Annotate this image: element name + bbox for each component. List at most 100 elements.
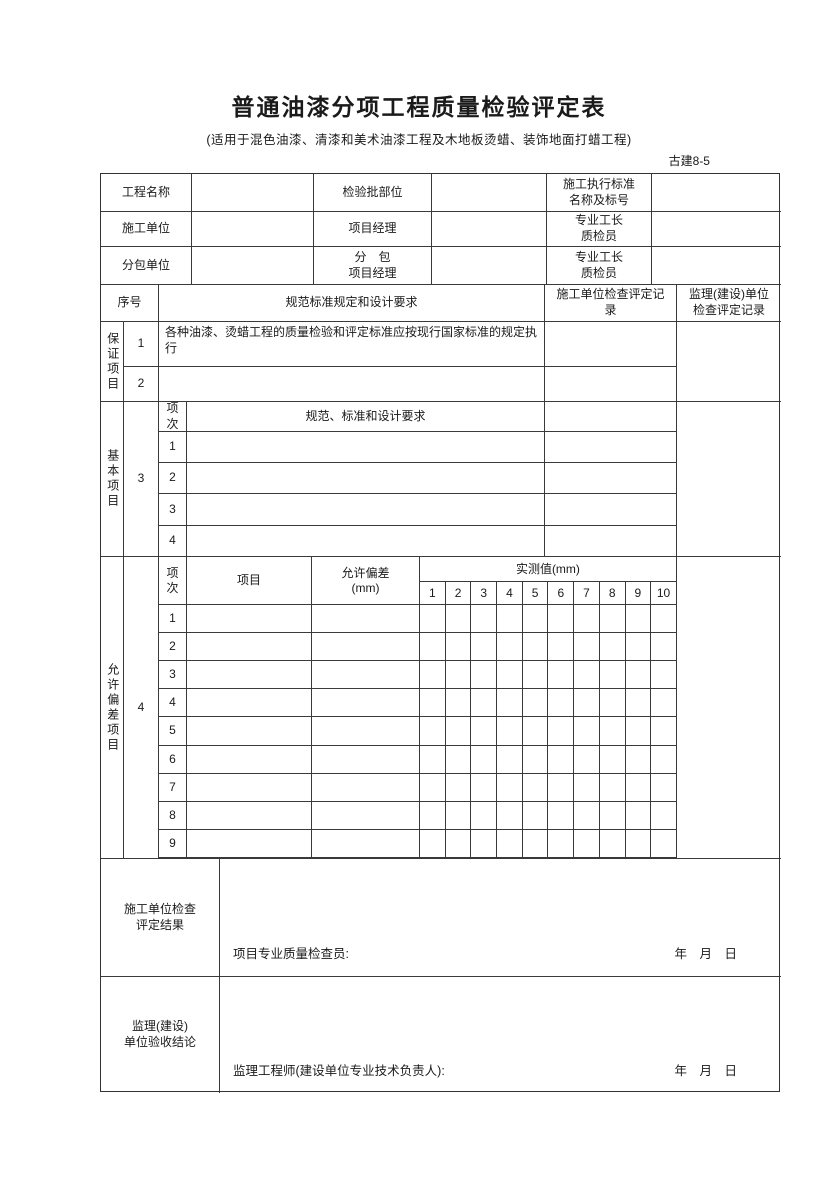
measured-value-cell[interactable] — [419, 688, 446, 718]
measured-value-cell[interactable] — [521, 603, 549, 634]
measured-value-cell[interactable] — [547, 716, 575, 746]
measured-value-cell[interactable] — [624, 716, 652, 746]
measured-value-cell[interactable] — [598, 688, 626, 718]
deviation-item-cell[interactable] — [186, 800, 312, 830]
measured-value-cell[interactable] — [573, 772, 600, 802]
deviation-item-cell[interactable] — [186, 603, 312, 634]
measured-value-cell[interactable] — [598, 716, 626, 746]
basic-row-3-record-cell[interactable] — [544, 493, 676, 525]
measured-value-cell[interactable] — [624, 603, 652, 634]
measured-value-cell[interactable] — [444, 800, 472, 830]
basic-row-2-record-cell[interactable] — [544, 462, 676, 493]
measured-value-cell[interactable] — [547, 688, 575, 718]
measured-value-cell[interactable] — [547, 828, 575, 859]
basic-row-1-content-cell[interactable] — [186, 431, 544, 462]
measured-value-cell[interactable] — [419, 632, 446, 662]
deviation-item-cell[interactable] — [186, 744, 312, 774]
measured-value-cell[interactable] — [521, 632, 549, 662]
measured-value-cell[interactable] — [496, 772, 523, 802]
basic-header-record-cell[interactable] — [544, 401, 676, 431]
measured-value-cell[interactable] — [521, 660, 549, 690]
measured-value-cell[interactable] — [598, 828, 626, 859]
measured-value-cell[interactable] — [624, 800, 652, 830]
measured-value-cell[interactable] — [470, 632, 498, 662]
measured-value-cell[interactable] — [573, 632, 600, 662]
exec-standard-input[interactable] — [651, 174, 781, 211]
measured-value-cell[interactable] — [419, 603, 446, 634]
project-manager-input[interactable] — [431, 211, 546, 246]
measured-value-cell[interactable] — [547, 660, 575, 690]
guarantee-row-2-text-cell[interactable] — [158, 366, 544, 401]
deviation-tolerance-cell[interactable] — [311, 744, 420, 774]
measured-value-cell[interactable] — [573, 603, 600, 634]
measured-value-cell[interactable] — [624, 772, 652, 802]
measured-value-cell[interactable] — [521, 744, 549, 774]
deviation-tolerance-cell[interactable] — [311, 828, 420, 859]
deviation-tolerance-cell[interactable] — [311, 772, 420, 802]
measured-value-cell[interactable] — [470, 744, 498, 774]
basic-row-1-record-cell[interactable] — [544, 431, 676, 462]
measured-value-cell[interactable] — [470, 688, 498, 718]
measured-value-cell[interactable] — [444, 632, 472, 662]
measured-value-cell[interactable] — [650, 632, 677, 662]
measured-value-cell[interactable] — [598, 603, 626, 634]
measured-value-cell[interactable] — [521, 800, 549, 830]
measured-value-cell[interactable] — [444, 603, 472, 634]
deviation-supervisor-record-cell[interactable] — [676, 556, 781, 858]
deviation-item-cell[interactable] — [186, 632, 312, 662]
measured-value-cell[interactable] — [624, 660, 652, 690]
measured-value-cell[interactable] — [444, 828, 472, 859]
basic-row-4-content-cell[interactable] — [186, 525, 544, 556]
measured-value-cell[interactable] — [573, 716, 600, 746]
measured-value-cell[interactable] — [573, 744, 600, 774]
measured-value-cell[interactable] — [496, 800, 523, 830]
measured-value-cell[interactable] — [521, 716, 549, 746]
inspection-batch-input[interactable] — [431, 174, 546, 211]
measured-value-cell[interactable] — [444, 660, 472, 690]
foreman-qc-input-2[interactable] — [651, 246, 781, 284]
measured-value-cell[interactable] — [650, 688, 677, 718]
measured-value-cell[interactable] — [547, 632, 575, 662]
measured-value-cell[interactable] — [470, 660, 498, 690]
project-name-input[interactable] — [191, 174, 313, 211]
measured-value-cell[interactable] — [650, 660, 677, 690]
measured-value-cell[interactable] — [496, 716, 523, 746]
deviation-item-cell[interactable] — [186, 772, 312, 802]
measured-value-cell[interactable] — [573, 828, 600, 859]
measured-value-cell[interactable] — [547, 744, 575, 774]
measured-value-cell[interactable] — [624, 632, 652, 662]
guarantee-supervisor-record-cell[interactable] — [676, 321, 781, 401]
measured-value-cell[interactable] — [496, 744, 523, 774]
measured-value-cell[interactable] — [419, 744, 446, 774]
measured-value-cell[interactable] — [650, 772, 677, 802]
deviation-tolerance-cell[interactable] — [311, 632, 420, 662]
measured-value-cell[interactable] — [444, 744, 472, 774]
basic-row-4-record-cell[interactable] — [544, 525, 676, 556]
measured-value-cell[interactable] — [419, 828, 446, 859]
sub-project-manager-input[interactable] — [431, 246, 546, 284]
measured-value-cell[interactable] — [650, 716, 677, 746]
measured-value-cell[interactable] — [624, 744, 652, 774]
subcontractor-input[interactable] — [191, 246, 313, 284]
basic-row-3-content-cell[interactable] — [186, 493, 544, 525]
basic-row-2-content-cell[interactable] — [186, 462, 544, 493]
measured-value-cell[interactable] — [650, 744, 677, 774]
measured-value-cell[interactable] — [470, 603, 498, 634]
measured-value-cell[interactable] — [419, 660, 446, 690]
guarantee-row-1-record-cell[interactable] — [544, 321, 676, 366]
measured-value-cell[interactable] — [650, 603, 677, 634]
deviation-tolerance-cell[interactable] — [311, 688, 420, 718]
constructor-result-area[interactable]: 项目专业质量检查员: 年 月 日 — [219, 858, 781, 976]
guarantee-row-2-record-cell[interactable] — [544, 366, 676, 401]
deviation-item-cell[interactable] — [186, 828, 312, 859]
measured-value-cell[interactable] — [650, 828, 677, 859]
measured-value-cell[interactable] — [598, 632, 626, 662]
deviation-item-cell[interactable] — [186, 688, 312, 718]
measured-value-cell[interactable] — [419, 772, 446, 802]
measured-value-cell[interactable] — [650, 800, 677, 830]
measured-value-cell[interactable] — [573, 660, 600, 690]
measured-value-cell[interactable] — [444, 772, 472, 802]
construction-unit-input[interactable] — [191, 211, 313, 246]
basic-supervisor-record-cell[interactable] — [676, 401, 781, 556]
foreman-qc-input-1[interactable] — [651, 211, 781, 246]
